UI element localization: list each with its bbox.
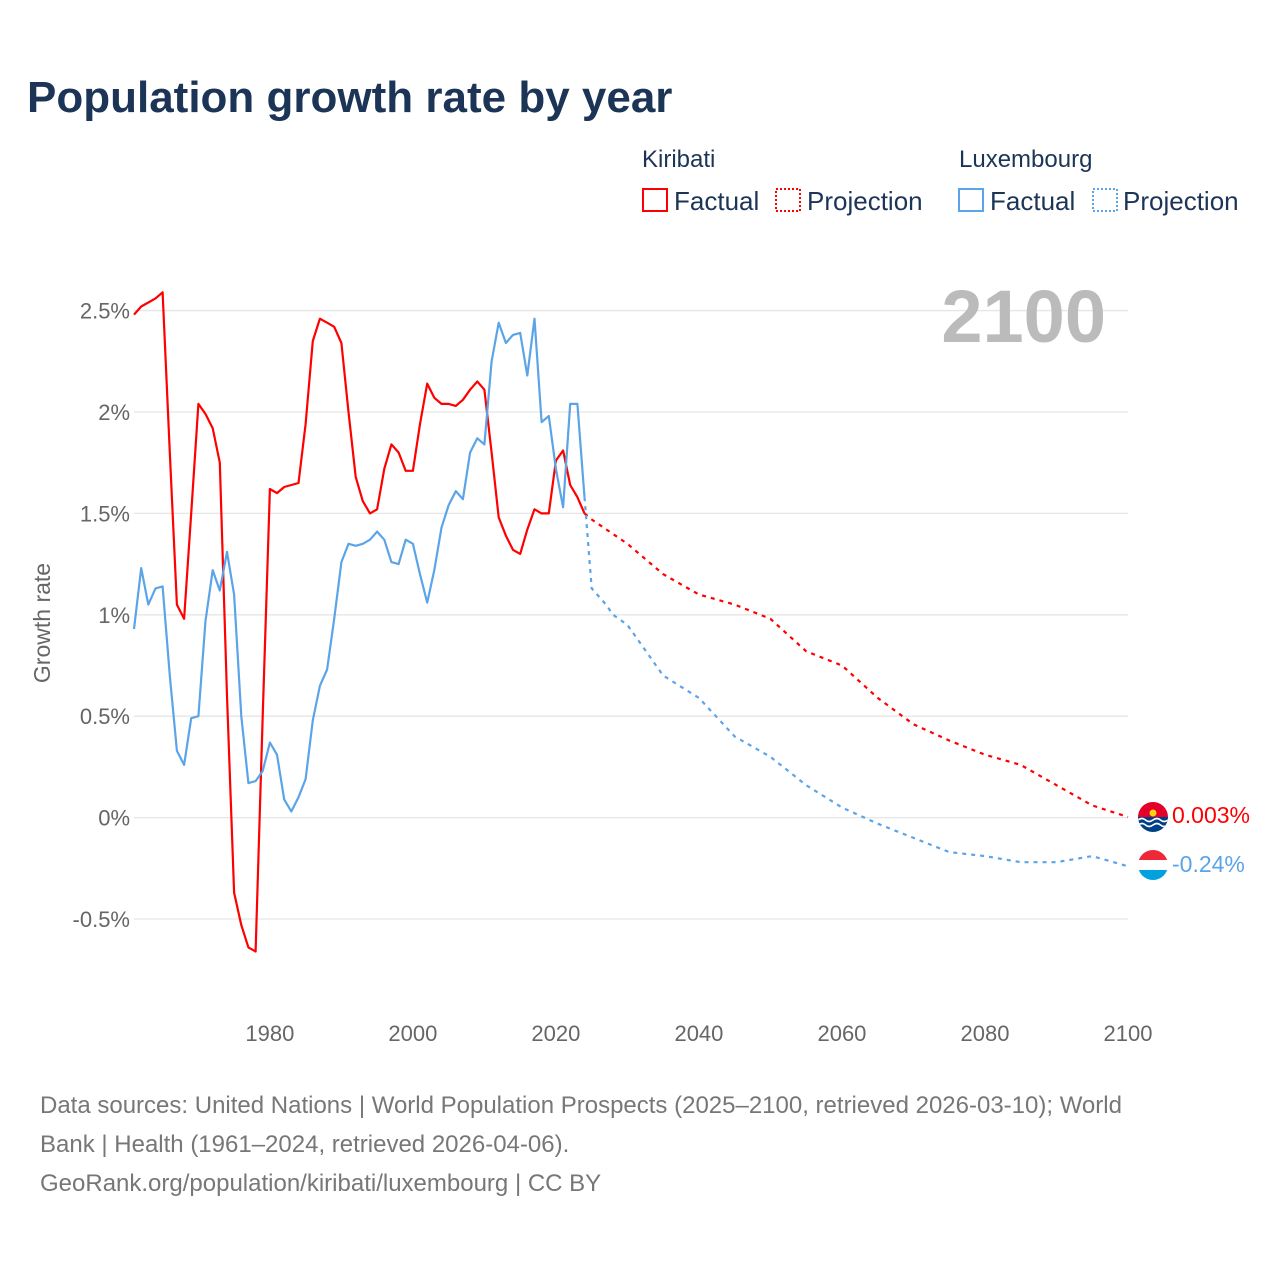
chart-title: Population growth rate by year [27, 73, 672, 122]
legend-label-luxembourg-projection[interactable]: Projection [1123, 186, 1239, 216]
x-tick-label: 2040 [674, 1021, 723, 1046]
y-tick-label: 2.5% [80, 299, 130, 324]
y-tick-label: 2% [98, 400, 130, 425]
legend-swatch-kiribati-projection [775, 188, 801, 212]
y-tick-label: 0.5% [80, 704, 130, 729]
x-tick-label: 2000 [388, 1021, 437, 1046]
series-line-kiribati-factual [133, 291, 586, 953]
kiribati-flag-icon [1138, 802, 1168, 832]
x-tick-label: 2080 [961, 1021, 1010, 1046]
end-label-luxembourg: -0.24% [1172, 851, 1245, 877]
y-ticks: -0.5% 0% 0.5% 1% 1.5% 2% 2.5% [73, 299, 130, 932]
series-line-luxembourg-factual [132, 317, 586, 813]
legend-label-kiribati-projection[interactable]: Projection [807, 186, 923, 216]
legend-group-kiribati: Kiribati [642, 146, 715, 173]
x-ticks: 1980 2000 2020 2040 2060 2080 2100 [245, 1021, 1152, 1046]
footer-sources-line1: Data sources: United Nations | World Pop… [40, 1092, 1122, 1119]
luxembourg-flag-icon [1138, 850, 1168, 880]
grid [134, 309, 1128, 920]
footer-link[interactable]: GeoRank.org/population/kiribati/luxembou… [40, 1170, 601, 1197]
y-tick-label: 1.5% [80, 501, 130, 526]
end-label-kiribati: 0.003% [1172, 802, 1250, 828]
footer-sources-line2: Bank | Health (1961–2024, retrieved 2026… [40, 1131, 569, 1158]
y-tick-label: 0% [98, 806, 130, 831]
x-tick-label: 1980 [245, 1021, 294, 1046]
y-tick-label: 1% [98, 603, 130, 628]
y-axis-label: Growth rate [29, 563, 55, 683]
x-tick-label: 2060 [817, 1021, 866, 1046]
series-line-kiribati-projection [583, 512, 1129, 819]
x-tick-label: 2020 [531, 1021, 580, 1046]
y-tick-label: -0.5% [73, 907, 130, 932]
legend: Kiribati Factual Projection Luxembourg F… [642, 146, 1239, 216]
legend-label-kiribati-factual[interactable]: Factual [674, 186, 759, 216]
legend-group-luxembourg: Luxembourg [959, 146, 1092, 173]
x-tick-label: 2100 [1104, 1021, 1153, 1046]
legend-swatch-luxembourg-projection [1092, 188, 1118, 212]
series-lines [132, 291, 1129, 953]
current-year-label: 2100 [941, 275, 1106, 358]
legend-swatch-luxembourg-factual [958, 188, 984, 212]
legend-swatch-kiribati-factual [642, 188, 668, 212]
series-line-luxembourg-projection [583, 497, 1129, 868]
legend-label-luxembourg-factual[interactable]: Factual [990, 186, 1075, 216]
